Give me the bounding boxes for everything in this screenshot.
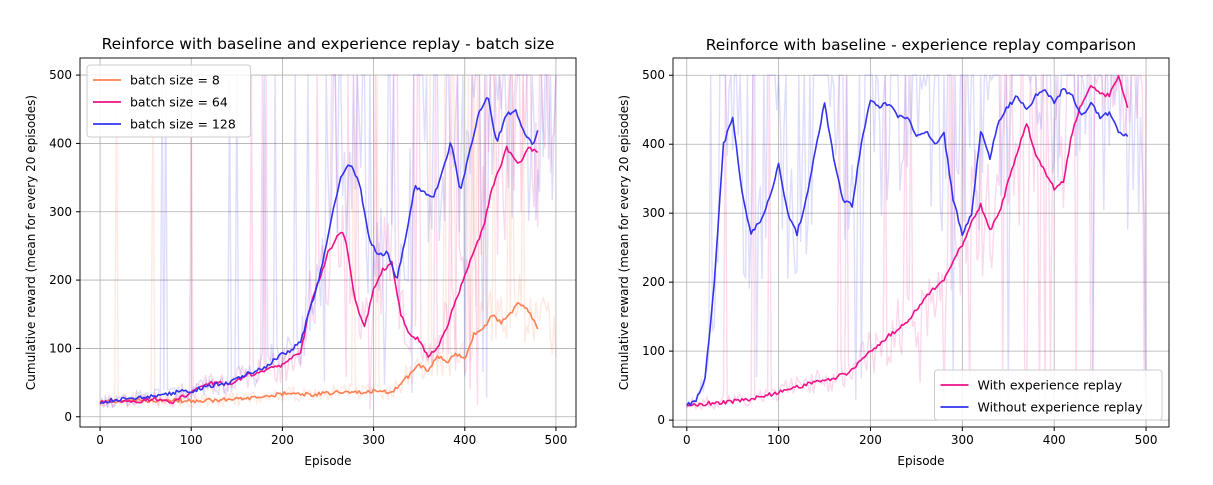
x-tick-label: 100 bbox=[767, 433, 790, 447]
series-lines bbox=[686, 75, 1129, 407]
chart-title: Reinforce with baseline and experience r… bbox=[102, 35, 555, 53]
series-line-batch-size-128 bbox=[99, 97, 539, 404]
plot-frame bbox=[79, 57, 577, 428]
plot-frame bbox=[672, 57, 1170, 428]
y-tick-label: 0 bbox=[657, 413, 665, 427]
ticks: 0 100 200 300 400 500 0 100 200 300 400 500 bbox=[642, 68, 1157, 447]
legend-label-batch-size-128: batch size = 128 bbox=[130, 117, 236, 132]
raw-trace-without-experience-replay bbox=[686, 74, 1147, 410]
chart-experience-replay: 0 100 200 300 400 500 0 100 200 300 400 500 Reinforc… bbox=[617, 36, 1170, 468]
legend-label-batch-size-8: batch size = 8 bbox=[130, 73, 220, 88]
y-tick-label: 200 bbox=[49, 273, 72, 287]
legend: batch size = 8 batch size = 64 batch size … bbox=[86, 64, 252, 138]
x-axis-label: Episode bbox=[897, 454, 944, 468]
y-tick-label: 100 bbox=[49, 341, 72, 355]
legend-box bbox=[934, 369, 1163, 421]
x-tick-label: 300 bbox=[951, 433, 974, 447]
raw-trace-with-experience-replay bbox=[686, 74, 1147, 412]
legend: With experience replay Without experience… bbox=[934, 369, 1163, 421]
x-tick-label: 100 bbox=[180, 433, 203, 447]
legend-box bbox=[86, 64, 252, 138]
y-tick-label: 0 bbox=[64, 410, 72, 424]
legend-label-without-experience-replay: Without experience replay bbox=[978, 400, 1144, 415]
x-tick-label: 200 bbox=[859, 433, 882, 447]
series-lines bbox=[99, 97, 539, 405]
y-tick-label: 400 bbox=[642, 137, 665, 151]
x-tick-label: 200 bbox=[271, 433, 294, 447]
x-axis-label: Episode bbox=[304, 454, 351, 468]
x-tick-label: 400 bbox=[1043, 433, 1066, 447]
x-tick-label: 300 bbox=[362, 433, 385, 447]
x-tick-label: 500 bbox=[544, 433, 567, 447]
series-line-with-experience-replay bbox=[686, 75, 1129, 407]
y-tick-label: 200 bbox=[642, 275, 665, 289]
legend-label-with-experience-replay: With experience replay bbox=[978, 378, 1123, 393]
y-axis-label: Cumulative reward (mean for every 20 epi… bbox=[617, 95, 631, 390]
chart-title: Reinforce with baseline - experience rep… bbox=[706, 36, 1137, 54]
raw-trace-batch-size-64 bbox=[99, 74, 557, 410]
chart-batch-size: 0 100 200 300 400 500 0 100 200 300 400 500 Reinforc… bbox=[24, 35, 577, 468]
y-tick-label: 300 bbox=[49, 205, 72, 219]
y-tick-label: 500 bbox=[642, 68, 665, 82]
raw-episode-traces bbox=[686, 74, 1147, 412]
y-tick-label: 300 bbox=[642, 206, 665, 220]
y-tick-label: 500 bbox=[49, 68, 72, 82]
legend-label-batch-size-64: batch size = 64 bbox=[130, 95, 228, 110]
y-axis-label: Cumulative reward (mean for every 20 epi… bbox=[24, 95, 38, 390]
y-tick-label: 100 bbox=[642, 344, 665, 358]
x-tick-label: 0 bbox=[96, 433, 104, 447]
x-tick-label: 500 bbox=[1135, 433, 1158, 447]
ticks: 0 100 200 300 400 500 0 100 200 300 400 500 bbox=[49, 68, 567, 447]
raw-trace-batch-size-128 bbox=[99, 74, 557, 410]
x-tick-label: 0 bbox=[683, 433, 691, 447]
y-tick-label: 400 bbox=[49, 136, 72, 150]
x-tick-label: 400 bbox=[453, 433, 476, 447]
series-line-batch-size-8 bbox=[99, 302, 539, 404]
series-line-without-experience-replay bbox=[686, 87, 1129, 406]
grid bbox=[673, 58, 1169, 427]
